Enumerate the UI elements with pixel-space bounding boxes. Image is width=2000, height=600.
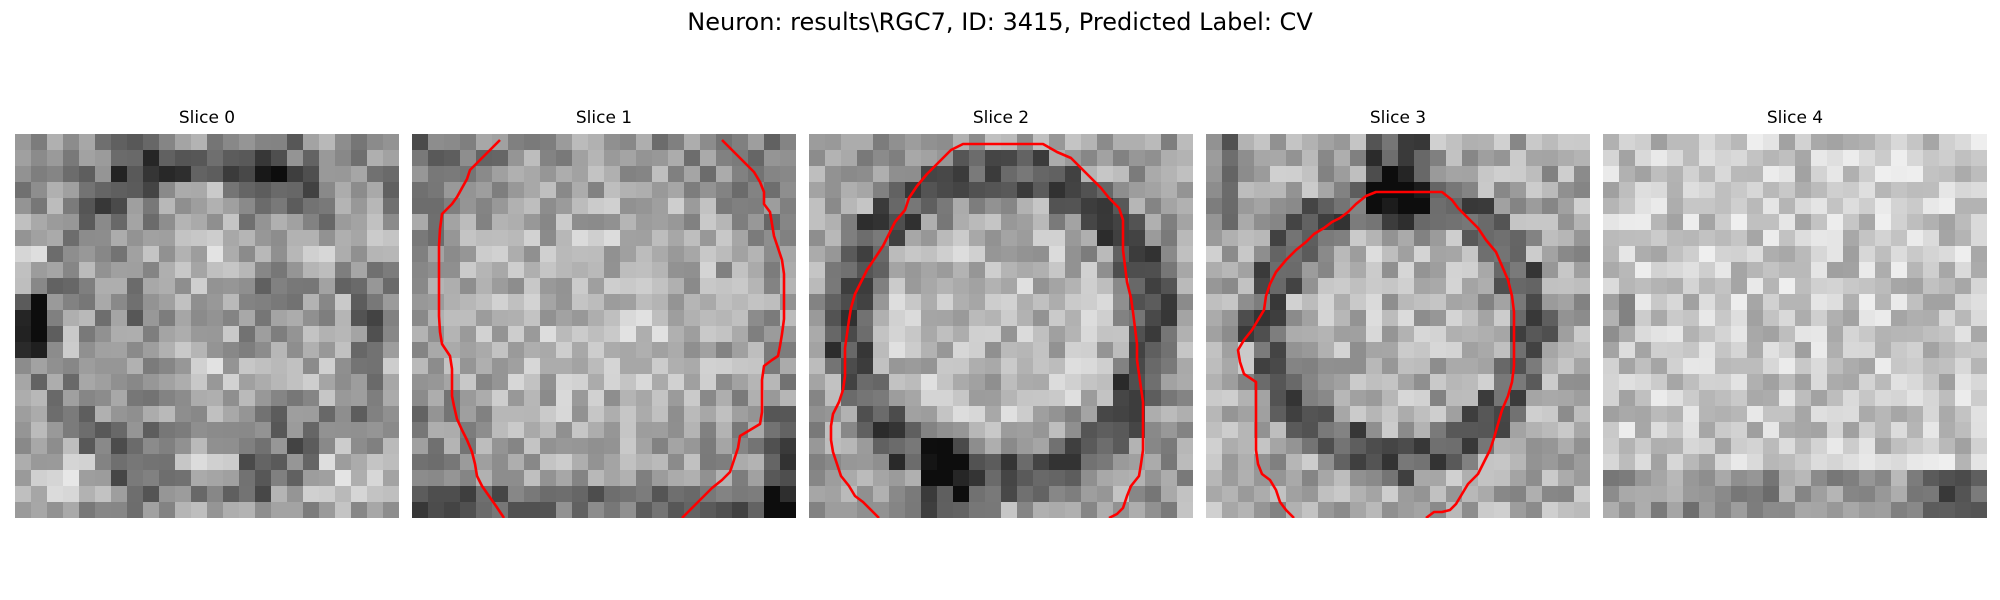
slice-panel: Slice 2	[809, 108, 1193, 518]
slice-pixels	[1603, 134, 1987, 518]
slice-image	[1206, 134, 1590, 518]
slice-image	[1603, 134, 1987, 518]
slice-panel: Slice 3	[1206, 108, 1590, 518]
contour-line	[437, 139, 506, 518]
slice-title: Slice 0	[178, 108, 236, 128]
figure-title: Neuron: results\RGC7, ID: 3415, Predicte…	[687, 8, 1313, 36]
slice-panel: Slice 0	[15, 108, 399, 518]
slice-title: Slice 2	[972, 108, 1030, 128]
slice-pixels	[412, 134, 796, 518]
slice-pixels	[15, 134, 399, 518]
slice-title: Slice 1	[575, 108, 633, 128]
contour-line	[1236, 190, 1516, 518]
contour-line	[829, 142, 1145, 518]
slice-title: Slice 3	[1369, 108, 1427, 128]
slice-image	[412, 134, 796, 518]
slice-image	[15, 134, 399, 518]
slice-image	[809, 134, 1193, 518]
contour-line	[681, 139, 786, 518]
slice-panel: Slice 4	[1603, 108, 1987, 518]
slice-title: Slice 4	[1766, 108, 1824, 128]
slice-panel: Slice 1	[412, 108, 796, 518]
slice-pixels	[1206, 134, 1590, 518]
